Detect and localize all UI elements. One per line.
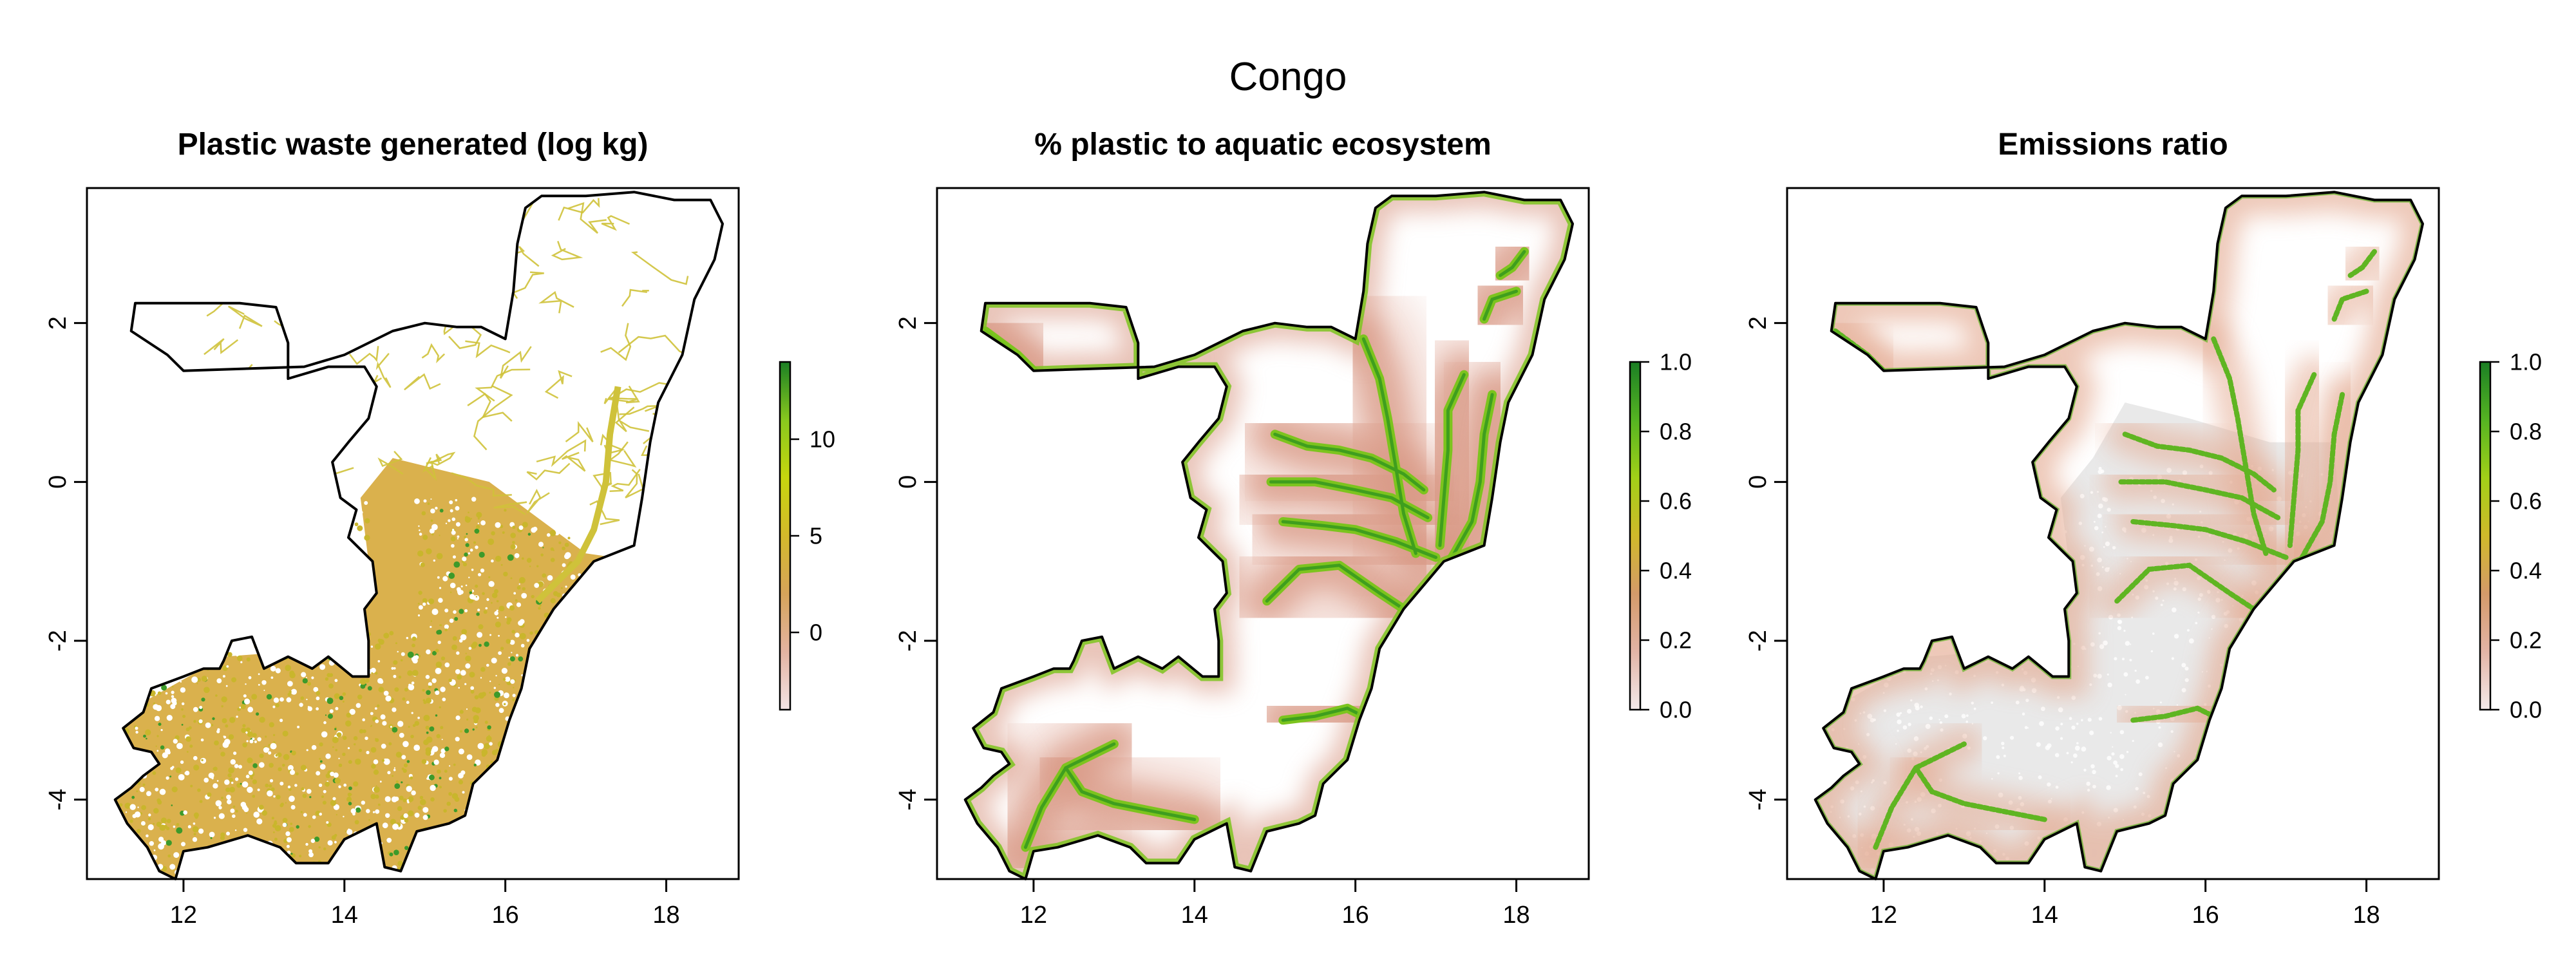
y-tick-label: 2: [44, 316, 71, 330]
colorbar-tick-label: 0.8: [2510, 419, 2542, 445]
colorbar-tick-label: 0.6: [1660, 488, 1692, 515]
colorbar-tick-label: 0.2: [2510, 627, 2542, 654]
y-tick-label: 0: [1745, 475, 1772, 489]
waste-river-corridor: [535, 386, 621, 603]
x-tick-label: 12: [1020, 902, 1047, 929]
x-tick-label: 16: [2192, 902, 2219, 929]
panel-title: Plastic waste generated (log kg): [178, 128, 649, 162]
colorbar-tick-label: 0.4: [1660, 558, 1692, 584]
colorbar-tick-label: 0.0: [2510, 697, 2542, 723]
figure-title: Congo: [1229, 55, 1347, 99]
colorbar-ramp: [1629, 361, 1642, 711]
map-raster: [965, 192, 1573, 880]
colorbar: 0.0 0.2 0.4 0.6 0.8 1.0: [2479, 349, 2542, 723]
plot-frame: [86, 187, 740, 880]
panel-title: % plastic to aquatic ecosystem: [1034, 128, 1492, 162]
colorbar-tick-label: 1.0: [2510, 349, 2542, 375]
colorbar-tick-label: 5: [810, 523, 822, 549]
colorbar-ramp: [779, 361, 791, 711]
plot-frame: [936, 187, 1590, 880]
x-tick-label: 18: [2353, 902, 2380, 929]
colorbar-tick-label: 0.4: [2510, 558, 2542, 584]
colorbar-tick-label: 0.2: [1660, 627, 1692, 654]
y-tick-label: 0: [895, 475, 922, 489]
x-tick-label: 14: [331, 902, 358, 929]
panel-2: % plastic to aquatic ecosystem 12 14 16 18 -4…: [895, 128, 1692, 929]
panel-title: Emissions ratio: [1998, 128, 2228, 162]
colorbar: 0 5 10: [779, 361, 835, 711]
map-raster: [1815, 192, 2423, 880]
x-tick-label: 14: [1181, 902, 1208, 929]
x-tick-label: 16: [1342, 902, 1369, 929]
country-boundary: [113, 191, 724, 880]
y-tick-label: 0: [44, 475, 71, 489]
colorbar: 0.0 0.2 0.4 0.6 0.8 1.0: [1629, 349, 1692, 723]
colorbar-tick-label: 0.0: [1660, 697, 1692, 723]
y-tick-label: 2: [1745, 316, 1772, 330]
colorbar-tick-label: 1.0: [1660, 349, 1692, 375]
y-tick-label: -4: [44, 789, 71, 811]
x-tick-label: 12: [170, 902, 197, 929]
y-tick-label: -2: [895, 630, 922, 652]
colorbar-tick-label: 10: [810, 426, 835, 453]
x-tick-label: 18: [652, 902, 679, 929]
country-boundary: [1814, 191, 2424, 880]
colorbar-tick-label: 0.6: [2510, 488, 2542, 515]
colorbar-tick-label: 0.8: [1660, 419, 1692, 445]
y-tick-label: -4: [895, 789, 922, 811]
country-boundary: [963, 191, 1574, 880]
plot-frame: [1786, 187, 2440, 880]
x-tick-label: 12: [1870, 902, 1897, 929]
y-tick-label: -4: [1745, 789, 1772, 811]
x-tick-label: 18: [1502, 902, 1530, 929]
x-tick-label: 14: [2031, 902, 2058, 929]
map-raster: [115, 192, 699, 880]
y-tick-label: 2: [895, 316, 922, 330]
y-tick-label: -2: [1745, 630, 1772, 652]
colorbar-tick-label: 0: [810, 620, 822, 646]
colorbar-ramp: [2479, 361, 2492, 711]
y-tick-label: -2: [44, 630, 71, 652]
panel-1: Plastic waste generated (log kg) 12 14 16 18…: [44, 128, 835, 929]
x-tick-label: 16: [492, 902, 519, 929]
